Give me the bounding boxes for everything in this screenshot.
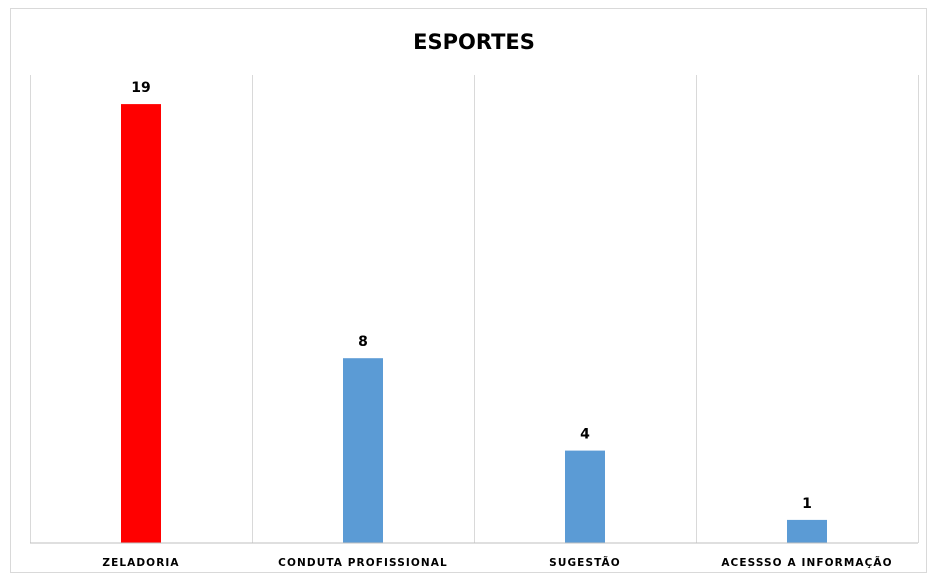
bar xyxy=(343,358,383,543)
grid-layer xyxy=(30,75,919,543)
data-label: 1 xyxy=(802,496,812,512)
category-label: SUGESTÃO xyxy=(549,556,621,569)
data-labels-layer: 19 8 4 1 xyxy=(131,80,812,512)
category-label: CONDUTA PROFISSIONAL xyxy=(278,557,448,569)
chart-title: ESPORTES xyxy=(413,30,535,54)
bars-layer xyxy=(121,104,827,543)
bar xyxy=(121,104,161,543)
data-label: 19 xyxy=(131,80,150,96)
category-label: ZELADORIA xyxy=(102,557,179,569)
category-label: ACESSSO A INFORMAÇÃO xyxy=(721,556,892,569)
bar xyxy=(787,519,827,543)
chart-frame xyxy=(10,8,927,573)
data-label: 8 xyxy=(358,334,368,350)
data-label: 4 xyxy=(580,427,590,443)
bar xyxy=(565,450,605,543)
category-labels-layer: ZELADORIA CONDUTA PROFISSIONAL SUGESTÃO ACE… xyxy=(102,556,892,569)
